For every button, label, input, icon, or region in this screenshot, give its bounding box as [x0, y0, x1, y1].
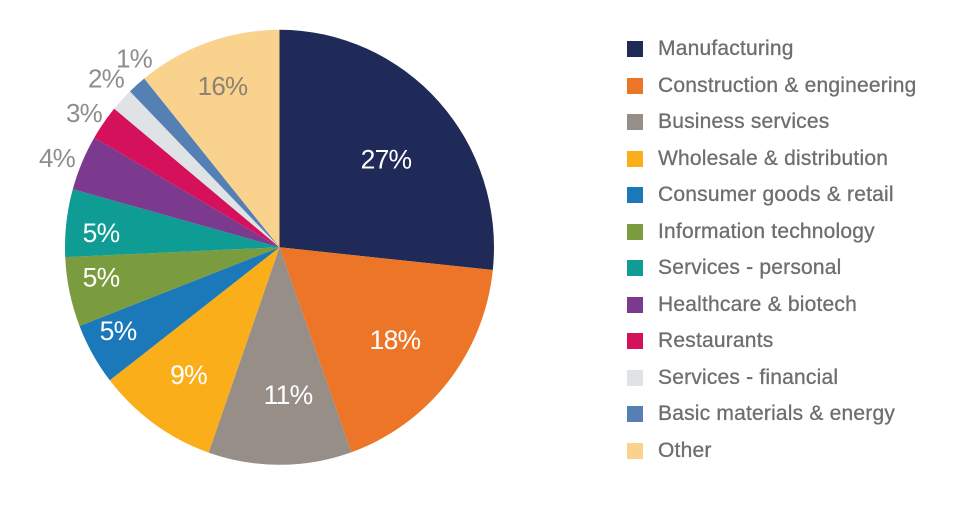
svg-text:3%: 3% [66, 98, 103, 128]
svg-text:27%: 27% [361, 145, 412, 175]
svg-text:4%: 4% [39, 143, 76, 173]
svg-text:18%: 18% [370, 325, 421, 355]
svg-text:2%: 2% [88, 64, 125, 94]
svg-text:5%: 5% [83, 263, 120, 293]
svg-text:5%: 5% [83, 218, 120, 248]
svg-text:11%: 11% [264, 380, 313, 410]
svg-text:9%: 9% [170, 360, 207, 390]
svg-text:5%: 5% [100, 316, 137, 346]
svg-text:1%: 1% [116, 44, 153, 74]
svg-text:16%: 16% [198, 71, 248, 101]
